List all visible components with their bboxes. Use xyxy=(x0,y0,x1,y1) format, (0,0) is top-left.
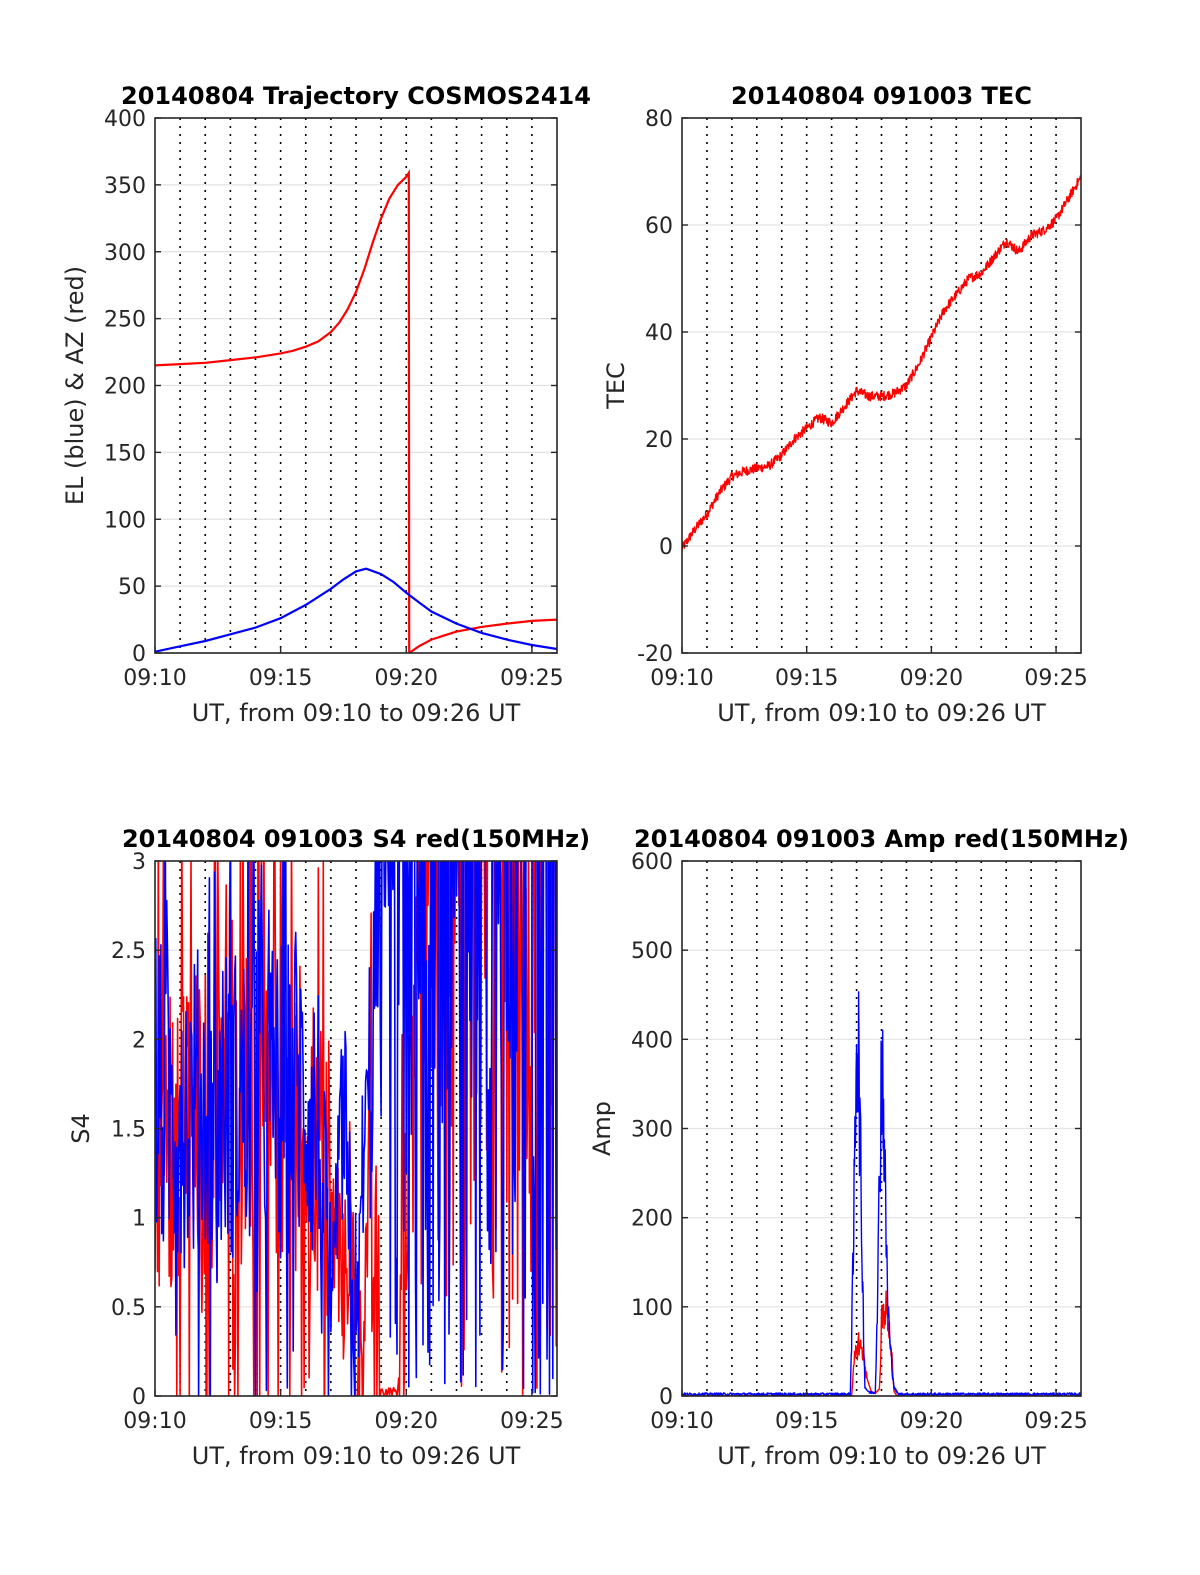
x-tick-label: 09:10 xyxy=(650,666,713,691)
y-tick-label: 80 xyxy=(645,107,673,132)
chart-panel-4: 0 100 200 300 400 500 600 09:10 09:15 09:20 09:25 2… xyxy=(588,825,1129,1470)
x-tick-label: 09:15 xyxy=(249,1409,312,1434)
x-tick-label: 09:10 xyxy=(123,1409,186,1434)
y-tick-label: 100 xyxy=(631,1296,673,1321)
series-line xyxy=(682,991,1081,1396)
y-tick-label: 20 xyxy=(645,428,673,453)
y-tick-label: 300 xyxy=(631,1118,673,1143)
x-axis-label: UT, from 09:10 to 09:26 UT xyxy=(192,699,521,727)
x-tick-label: 09:25 xyxy=(1024,1409,1087,1434)
x-axis-label: UT, from 09:10 to 09:26 UT xyxy=(717,699,1046,727)
y-tick-label: 250 xyxy=(104,308,146,333)
x-tick-label: 09:25 xyxy=(500,1409,563,1434)
y-tick-label: 150 xyxy=(104,441,146,466)
y-tick-label: 2.5 xyxy=(111,939,146,964)
y-tick-label: 200 xyxy=(104,375,146,400)
y-tick-label: 60 xyxy=(645,214,673,239)
y-tick-label: 1 xyxy=(132,1207,146,1232)
y-tick-label: 0 xyxy=(659,535,673,560)
y-tick-label: 350 xyxy=(104,174,146,199)
y-tick-label: 300 xyxy=(104,241,146,266)
y-tick-label: 600 xyxy=(631,850,673,875)
y-tick-label: 40 xyxy=(645,321,673,346)
x-tick-label: 09:20 xyxy=(900,666,963,691)
series-line xyxy=(155,861,557,1396)
y-tick-label: 50 xyxy=(118,575,146,600)
y-tick-label: 200 xyxy=(631,1207,673,1232)
x-tick-label: 09:25 xyxy=(500,666,563,691)
x-tick-label: 09:10 xyxy=(123,666,186,691)
x-tick-label: 09:10 xyxy=(650,1409,713,1434)
y-tick-label: 0 xyxy=(659,1385,673,1410)
x-tick-label: 09:20 xyxy=(375,1409,438,1434)
x-tick-label: 09:15 xyxy=(775,666,838,691)
y-tick-label: 500 xyxy=(631,939,673,964)
chart-title: 20140804 091003 TEC xyxy=(731,82,1032,110)
x-axis-label: UT, from 09:10 to 09:26 UT xyxy=(717,1442,1046,1470)
y-tick-label: -20 xyxy=(637,642,673,667)
chart-title: 20140804 091003 S4 red(150MHz) xyxy=(122,825,590,853)
chart-panel-2: -20 0 20 40 60 80 09:10 09:15 09:20 09:25 20140804… xyxy=(602,82,1088,727)
series-group xyxy=(155,168,557,653)
x-tick-label: 09:20 xyxy=(375,666,438,691)
chart-panel-1: 0 50 100 150 200 250 300 350 400 09:10 09:15 09:20 0… xyxy=(61,82,591,727)
x-tick-label: 09:15 xyxy=(249,666,312,691)
y-tick-label: 1.5 xyxy=(111,1118,146,1143)
series-group xyxy=(682,175,1081,551)
series-line xyxy=(155,567,557,653)
y-axis-label: S4 xyxy=(67,1113,95,1144)
x-tick-label: 09:25 xyxy=(1024,666,1087,691)
x-axis-label: UT, from 09:10 to 09:26 UT xyxy=(192,1442,521,1470)
y-tick-label: 400 xyxy=(104,107,146,132)
y-tick-label: 2 xyxy=(132,1028,146,1053)
chart-panel-3: 0 0.5 1 1.5 2 2.5 3 09:10 09:15 09:20 09:25 2014080… xyxy=(67,825,590,1470)
series-line xyxy=(155,168,557,653)
series-group xyxy=(155,861,557,1396)
series-group xyxy=(682,991,1081,1396)
chart-title: 20140804 091003 Amp red(150MHz) xyxy=(634,825,1129,853)
y-tick-label: 3 xyxy=(132,850,146,875)
series-line xyxy=(682,1290,1081,1396)
series-line xyxy=(155,861,557,1396)
y-axis-label: TEC xyxy=(602,362,630,410)
y-tick-label: 0 xyxy=(132,1385,146,1410)
y-tick-label: 0 xyxy=(132,642,146,667)
series-line xyxy=(682,175,1081,551)
y-tick-label: 0.5 xyxy=(111,1296,146,1321)
x-tick-label: 09:15 xyxy=(775,1409,838,1434)
axes-box xyxy=(681,117,1082,654)
y-axis-label: EL (blue) & AZ (red) xyxy=(61,266,89,505)
y-tick-label: 400 xyxy=(631,1028,673,1053)
y-tick-label: 100 xyxy=(104,508,146,533)
x-tick-label: 09:20 xyxy=(900,1409,963,1434)
chart-title: 20140804 Trajectory COSMOS2414 xyxy=(121,82,591,110)
y-axis-label: Amp xyxy=(588,1101,616,1156)
